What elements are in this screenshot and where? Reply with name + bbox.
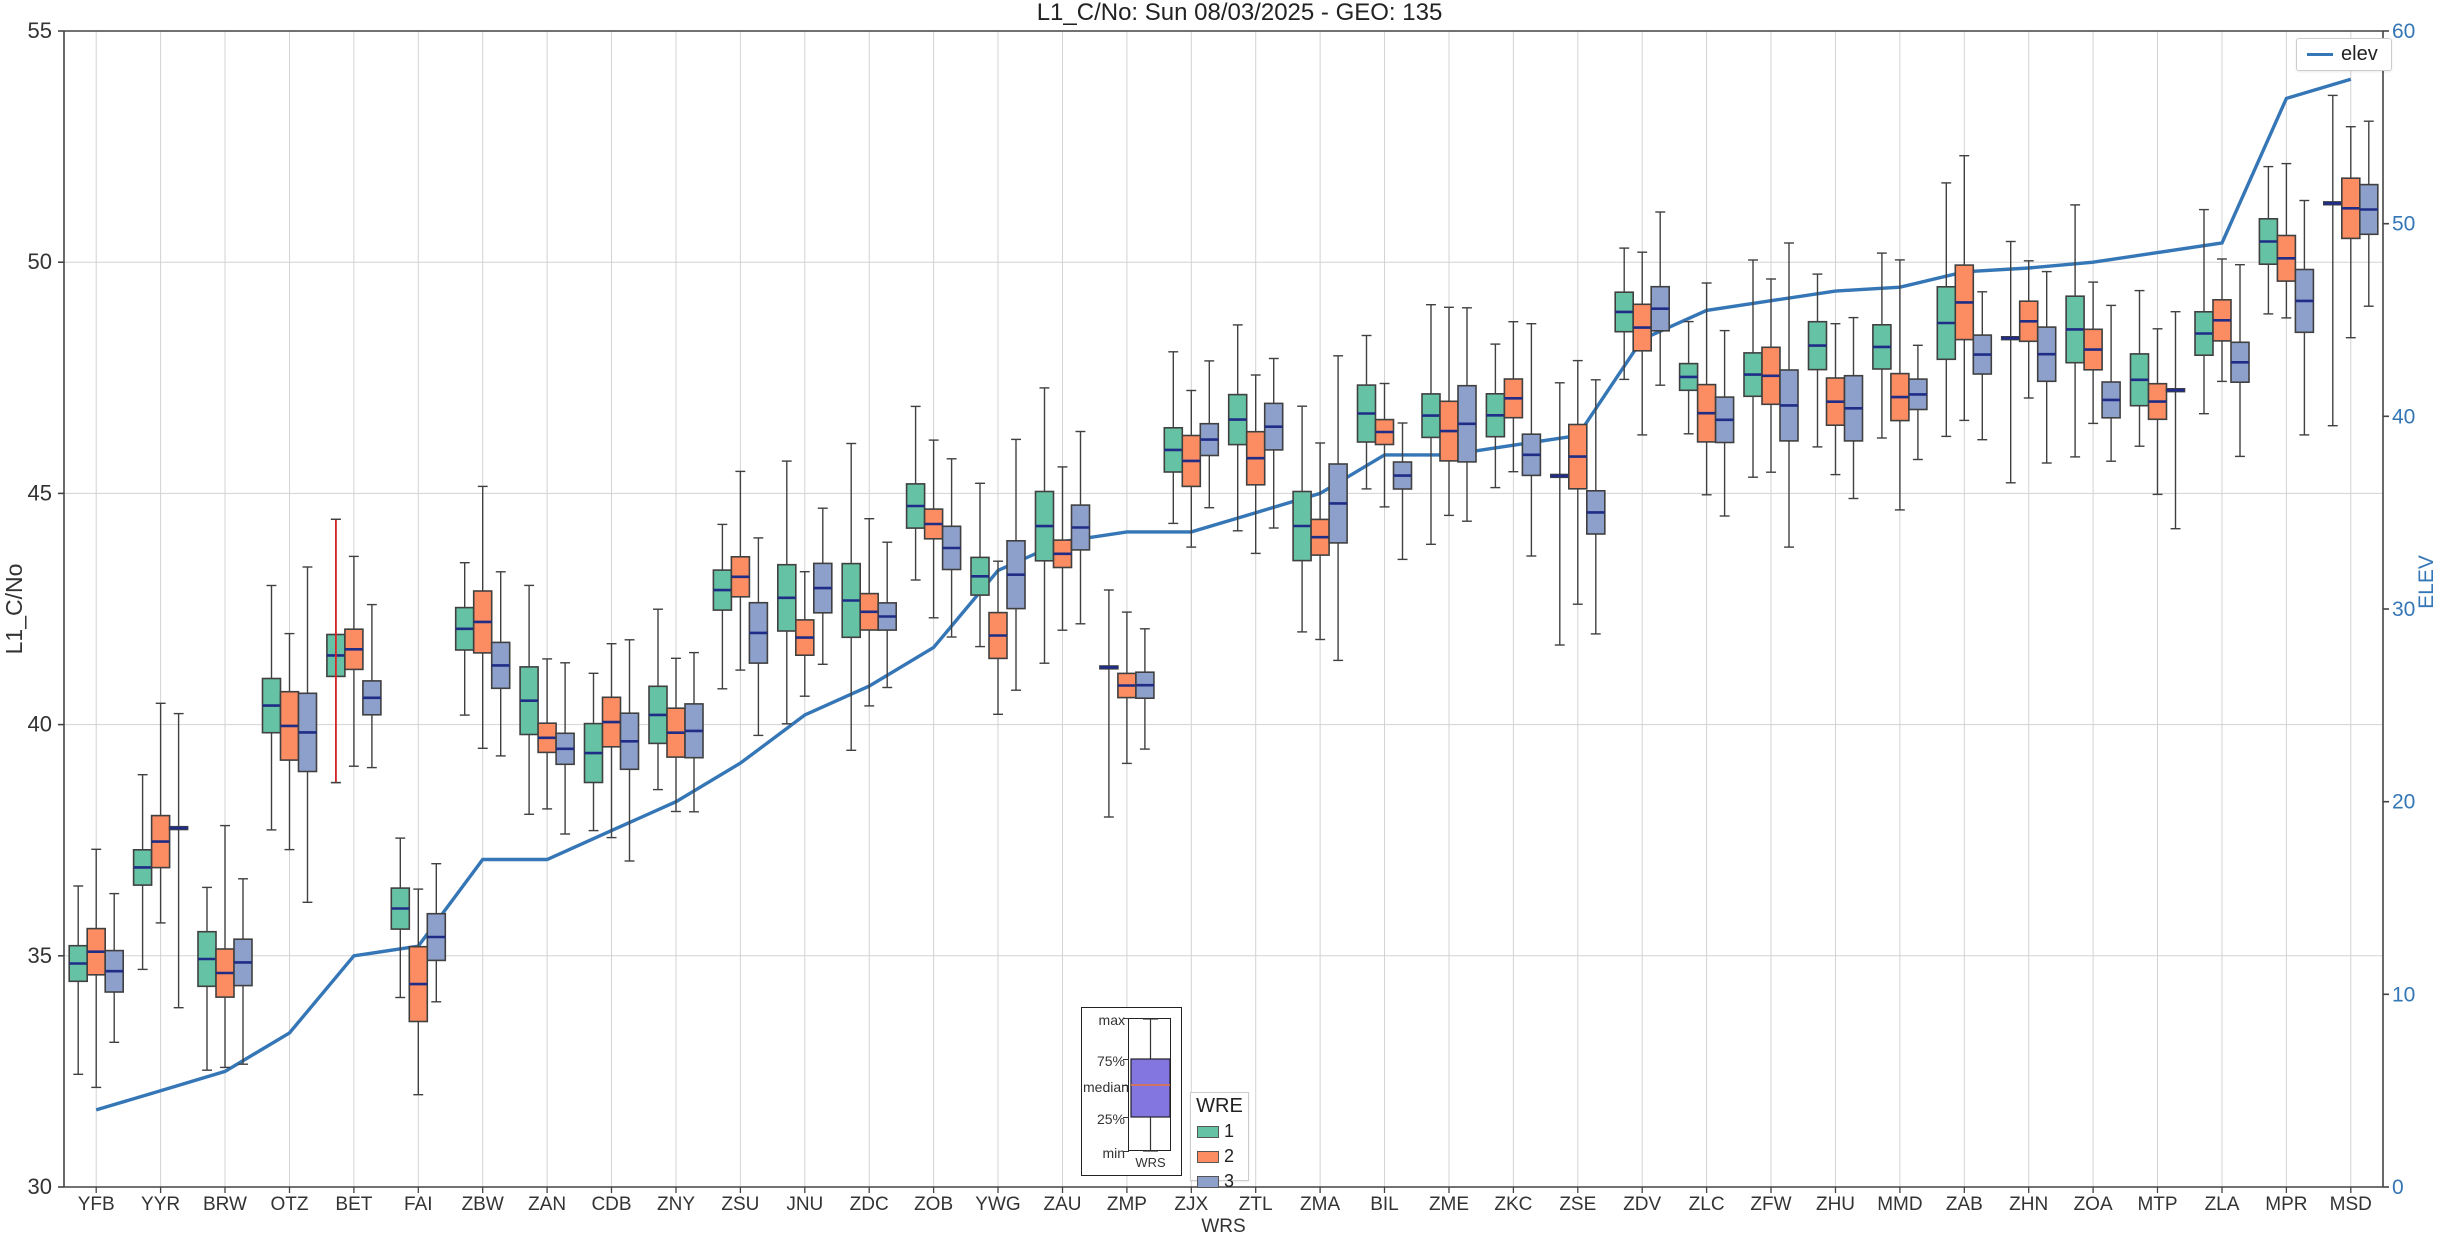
svg-text:45: 45 [28, 480, 52, 505]
svg-text:ZSU: ZSU [721, 1194, 759, 1215]
svg-text:10: 10 [2392, 983, 2415, 1006]
svg-text:0: 0 [2392, 1176, 2404, 1199]
svg-text:ZTL: ZTL [1239, 1194, 1273, 1215]
svg-text:ZDV: ZDV [1623, 1194, 1661, 1215]
svg-text:30: 30 [28, 1174, 52, 1199]
svg-text:MTP: MTP [2137, 1194, 2177, 1215]
svg-text:ZKC: ZKC [1494, 1194, 1532, 1215]
svg-text:ZDC: ZDC [850, 1194, 889, 1215]
svg-text:ZMP: ZMP [1107, 1194, 1147, 1215]
svg-text:MPR: MPR [2265, 1194, 2307, 1215]
svg-text:YWG: YWG [975, 1194, 1020, 1215]
svg-text:30: 30 [2392, 598, 2415, 621]
svg-text:ZJX: ZJX [1174, 1194, 1208, 1215]
svg-text:ZMA: ZMA [1300, 1194, 1340, 1215]
svg-text:ZNY: ZNY [657, 1194, 695, 1215]
svg-text:YYR: YYR [141, 1194, 180, 1215]
svg-text:ZAB: ZAB [1946, 1194, 1983, 1215]
svg-text:60: 60 [2392, 20, 2415, 43]
svg-text:50: 50 [2392, 213, 2415, 236]
svg-text:ZOB: ZOB [914, 1194, 953, 1215]
svg-text:ZBW: ZBW [462, 1194, 504, 1215]
svg-text:ZME: ZME [1429, 1194, 1469, 1215]
svg-text:YFB: YFB [78, 1194, 115, 1215]
svg-text:40: 40 [28, 712, 52, 737]
svg-text:ZFW: ZFW [1750, 1194, 1791, 1215]
svg-text:MSD: MSD [2330, 1194, 2372, 1215]
svg-text:ZLC: ZLC [1689, 1194, 1725, 1215]
svg-text:55: 55 [28, 18, 52, 43]
svg-text:FAI: FAI [404, 1194, 433, 1215]
svg-text:L1_C/No: L1_C/No [1, 564, 27, 655]
svg-text:ZHU: ZHU [1816, 1194, 1855, 1215]
svg-text:ZOA: ZOA [2074, 1194, 2113, 1215]
svg-text:20: 20 [2392, 791, 2415, 814]
svg-text:BIL: BIL [1370, 1194, 1399, 1215]
svg-text:MMD: MMD [1877, 1194, 1922, 1215]
svg-text:JNU: JNU [786, 1194, 823, 1215]
svg-text:ZAU: ZAU [1044, 1194, 1082, 1215]
svg-text:OTZ: OTZ [271, 1194, 309, 1215]
svg-text:ELEV: ELEV [2415, 555, 2438, 609]
svg-text:40: 40 [2392, 405, 2415, 428]
svg-text:BRW: BRW [203, 1194, 247, 1215]
svg-text:BET: BET [335, 1194, 372, 1215]
svg-text:CDB: CDB [591, 1194, 631, 1215]
svg-text:L1_C/No: Sun 08/03/2025 - GEO:: L1_C/No: Sun 08/03/2025 - GEO: 135 [1037, 0, 1443, 26]
svg-text:ZHN: ZHN [2009, 1194, 2048, 1215]
svg-text:WRS: WRS [1201, 1216, 1245, 1237]
svg-text:50: 50 [28, 249, 52, 274]
svg-text:ZAN: ZAN [528, 1194, 566, 1215]
svg-text:ZSE: ZSE [1559, 1194, 1596, 1215]
svg-text:ZLA: ZLA [2205, 1194, 2240, 1215]
svg-text:35: 35 [28, 943, 52, 968]
